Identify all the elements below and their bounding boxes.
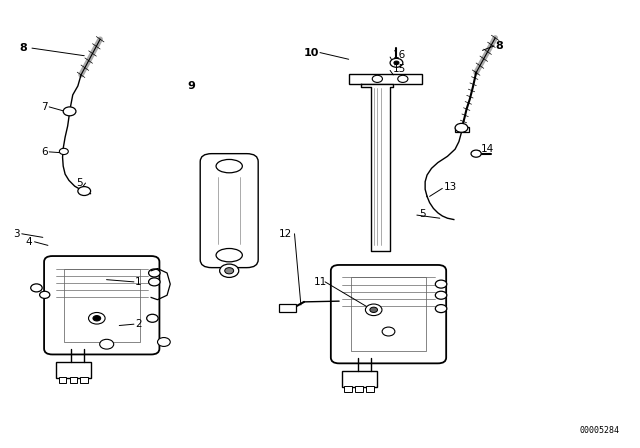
FancyBboxPatch shape (200, 154, 258, 267)
Circle shape (397, 75, 408, 82)
Text: 13: 13 (444, 182, 458, 192)
Circle shape (220, 264, 239, 277)
Text: 3: 3 (13, 229, 19, 239)
Circle shape (435, 280, 447, 288)
Circle shape (435, 291, 447, 299)
Bar (59, 377, 67, 383)
Bar (64, 268, 140, 342)
Circle shape (370, 307, 378, 313)
Text: 7: 7 (41, 102, 47, 112)
Bar (366, 386, 374, 392)
Bar (355, 386, 363, 392)
Text: 1: 1 (135, 277, 142, 287)
Bar (56, 362, 91, 378)
Bar (278, 304, 296, 312)
Circle shape (60, 148, 68, 155)
Text: 12: 12 (278, 229, 292, 239)
Text: 8: 8 (495, 41, 503, 51)
Circle shape (147, 314, 158, 322)
Bar (455, 127, 469, 132)
FancyBboxPatch shape (44, 256, 159, 354)
Circle shape (157, 337, 170, 346)
Ellipse shape (216, 159, 243, 173)
Circle shape (390, 58, 403, 67)
Text: 16: 16 (394, 50, 406, 60)
Circle shape (372, 75, 383, 82)
Circle shape (63, 107, 76, 116)
Circle shape (394, 61, 399, 65)
Text: 11: 11 (314, 277, 327, 287)
Ellipse shape (216, 249, 243, 262)
FancyBboxPatch shape (331, 265, 446, 363)
Text: 2: 2 (135, 319, 142, 329)
Text: 5: 5 (419, 209, 426, 219)
Bar (349, 74, 422, 84)
Bar (344, 386, 352, 392)
Circle shape (365, 304, 382, 315)
Text: 14: 14 (481, 144, 494, 154)
Circle shape (93, 315, 100, 321)
Circle shape (31, 284, 42, 292)
Circle shape (148, 278, 160, 286)
Polygon shape (362, 84, 394, 251)
Circle shape (455, 123, 468, 132)
Circle shape (225, 267, 234, 274)
Circle shape (148, 269, 160, 277)
Circle shape (88, 313, 105, 324)
Bar (351, 277, 426, 351)
Text: 6: 6 (41, 147, 47, 157)
Text: 5: 5 (77, 178, 83, 188)
Circle shape (78, 187, 91, 195)
Text: 15: 15 (394, 64, 406, 74)
Bar (342, 371, 378, 387)
Text: 8: 8 (19, 43, 27, 53)
Text: 4: 4 (26, 237, 32, 247)
Bar (70, 377, 77, 383)
Circle shape (382, 327, 395, 336)
Text: 10: 10 (304, 47, 319, 58)
Circle shape (100, 339, 114, 349)
Circle shape (471, 150, 481, 157)
Circle shape (40, 291, 50, 298)
Bar (81, 377, 88, 383)
Text: 00005284: 00005284 (579, 426, 620, 435)
Circle shape (435, 305, 447, 313)
Text: 9: 9 (188, 81, 195, 91)
